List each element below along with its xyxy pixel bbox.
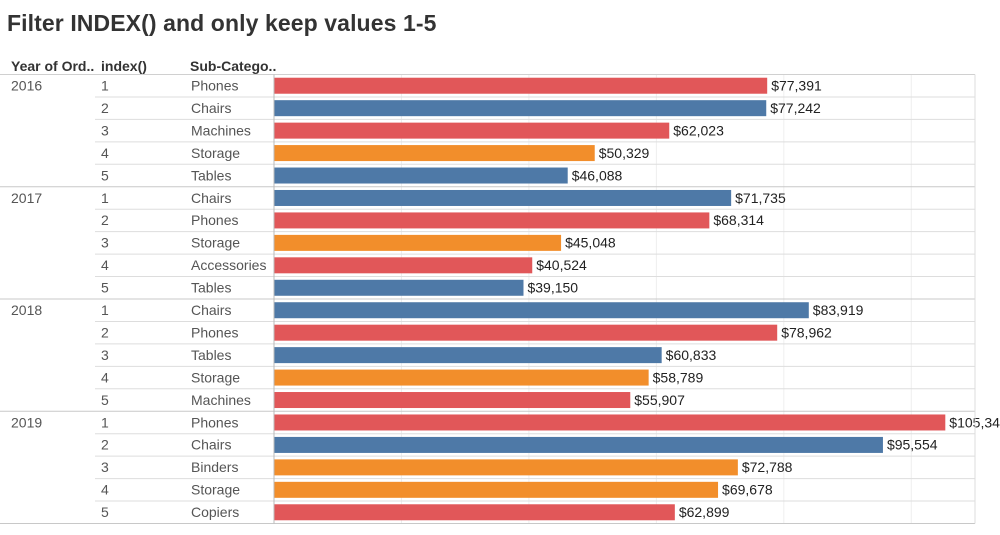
bar[interactable] bbox=[274, 481, 719, 498]
data-label: $60,833 bbox=[666, 347, 717, 363]
subcategory-label: Machines bbox=[191, 392, 251, 408]
subcategory-label: Chairs bbox=[191, 100, 231, 116]
index-label: 3 bbox=[101, 459, 109, 475]
subcategory-label: Accessories bbox=[191, 257, 266, 273]
index-label: 4 bbox=[101, 482, 109, 498]
index-label: 4 bbox=[101, 257, 109, 273]
index-label: 5 bbox=[101, 504, 109, 520]
header-year[interactable]: Year of Ord.. bbox=[11, 58, 95, 74]
subcategory-label: Tables bbox=[191, 280, 231, 296]
data-label: $69,678 bbox=[722, 482, 773, 498]
bar[interactable] bbox=[274, 369, 649, 386]
bar[interactable] bbox=[274, 459, 738, 476]
index-label: 1 bbox=[101, 302, 109, 318]
subcategory-label: Phones bbox=[191, 212, 238, 228]
subcategory-label: Storage bbox=[191, 369, 240, 385]
data-label: $40,524 bbox=[536, 257, 587, 273]
index-label: 4 bbox=[101, 369, 109, 385]
subcategory-label: Storage bbox=[191, 482, 240, 498]
subcategory-label: Machines bbox=[191, 122, 251, 138]
data-label: $95,554 bbox=[887, 437, 938, 453]
subcategory-label: Chairs bbox=[191, 302, 231, 318]
data-label: $77,391 bbox=[771, 78, 822, 94]
subcategory-label: Tables bbox=[191, 167, 231, 183]
subcategory-label: Phones bbox=[191, 324, 238, 340]
index-label: 3 bbox=[101, 235, 109, 251]
bar[interactable] bbox=[274, 392, 631, 409]
index-label: 3 bbox=[101, 347, 109, 363]
year-label: 2016 bbox=[11, 78, 42, 94]
bar[interactable] bbox=[274, 414, 946, 431]
index-label: 1 bbox=[101, 190, 109, 206]
data-label: $78,962 bbox=[781, 324, 832, 340]
subcategory-label: Tables bbox=[191, 347, 231, 363]
index-label: 1 bbox=[101, 78, 109, 94]
bar[interactable] bbox=[274, 436, 883, 453]
bar[interactable] bbox=[274, 122, 670, 139]
bar[interactable] bbox=[274, 212, 710, 229]
data-label: $72,788 bbox=[742, 459, 793, 475]
index-label: 5 bbox=[101, 392, 109, 408]
bar[interactable] bbox=[274, 504, 675, 521]
data-label: $55,907 bbox=[634, 392, 685, 408]
bar[interactable] bbox=[274, 189, 732, 206]
header-subcategory[interactable]: Sub-Catego.. bbox=[190, 58, 277, 74]
chart-title: Filter INDEX() and only keep values 1-5 bbox=[7, 10, 437, 36]
subcategory-label: Phones bbox=[191, 78, 238, 94]
header-index[interactable]: index() bbox=[101, 58, 147, 74]
data-label: $45,048 bbox=[565, 235, 616, 251]
index-label: 2 bbox=[101, 100, 109, 116]
index-label: 4 bbox=[101, 145, 109, 161]
data-label: $58,789 bbox=[653, 369, 704, 385]
data-label: $46,088 bbox=[572, 167, 623, 183]
bar[interactable] bbox=[274, 100, 767, 117]
subcategory-label: Copiers bbox=[191, 504, 239, 520]
subcategory-label: Phones bbox=[191, 414, 238, 430]
data-label: $77,242 bbox=[770, 100, 821, 116]
data-label: $50,329 bbox=[599, 145, 650, 161]
year-label: 2018 bbox=[11, 302, 42, 318]
index-label: 2 bbox=[101, 212, 109, 228]
data-label: $62,899 bbox=[679, 504, 730, 520]
bar[interactable] bbox=[274, 347, 662, 364]
index-label: 5 bbox=[101, 280, 109, 296]
subcategory-label: Binders bbox=[191, 459, 238, 475]
bar[interactable] bbox=[274, 167, 568, 184]
data-label: $83,919 bbox=[813, 302, 864, 318]
subcategory-label: Storage bbox=[191, 145, 240, 161]
bar[interactable] bbox=[274, 324, 778, 341]
data-label: $68,314 bbox=[713, 212, 764, 228]
subcategory-label: Storage bbox=[191, 235, 240, 251]
data-label: $39,150 bbox=[527, 280, 578, 296]
bar[interactable] bbox=[274, 234, 562, 251]
bar[interactable] bbox=[274, 302, 809, 319]
bar[interactable] bbox=[274, 145, 595, 162]
subcategory-label: Chairs bbox=[191, 190, 231, 206]
bar[interactable] bbox=[274, 257, 533, 274]
index-label: 3 bbox=[101, 122, 109, 138]
index-label: 2 bbox=[101, 324, 109, 340]
data-label: $71,735 bbox=[735, 190, 786, 206]
year-label: 2019 bbox=[11, 414, 42, 430]
index-label: 2 bbox=[101, 437, 109, 453]
data-label: $62,023 bbox=[673, 122, 724, 138]
index-label: 1 bbox=[101, 414, 109, 430]
subcategory-label: Chairs bbox=[191, 437, 231, 453]
index-label: 5 bbox=[101, 167, 109, 183]
year-label: 2017 bbox=[11, 190, 42, 206]
bar[interactable] bbox=[274, 279, 524, 296]
bar[interactable] bbox=[274, 77, 768, 94]
